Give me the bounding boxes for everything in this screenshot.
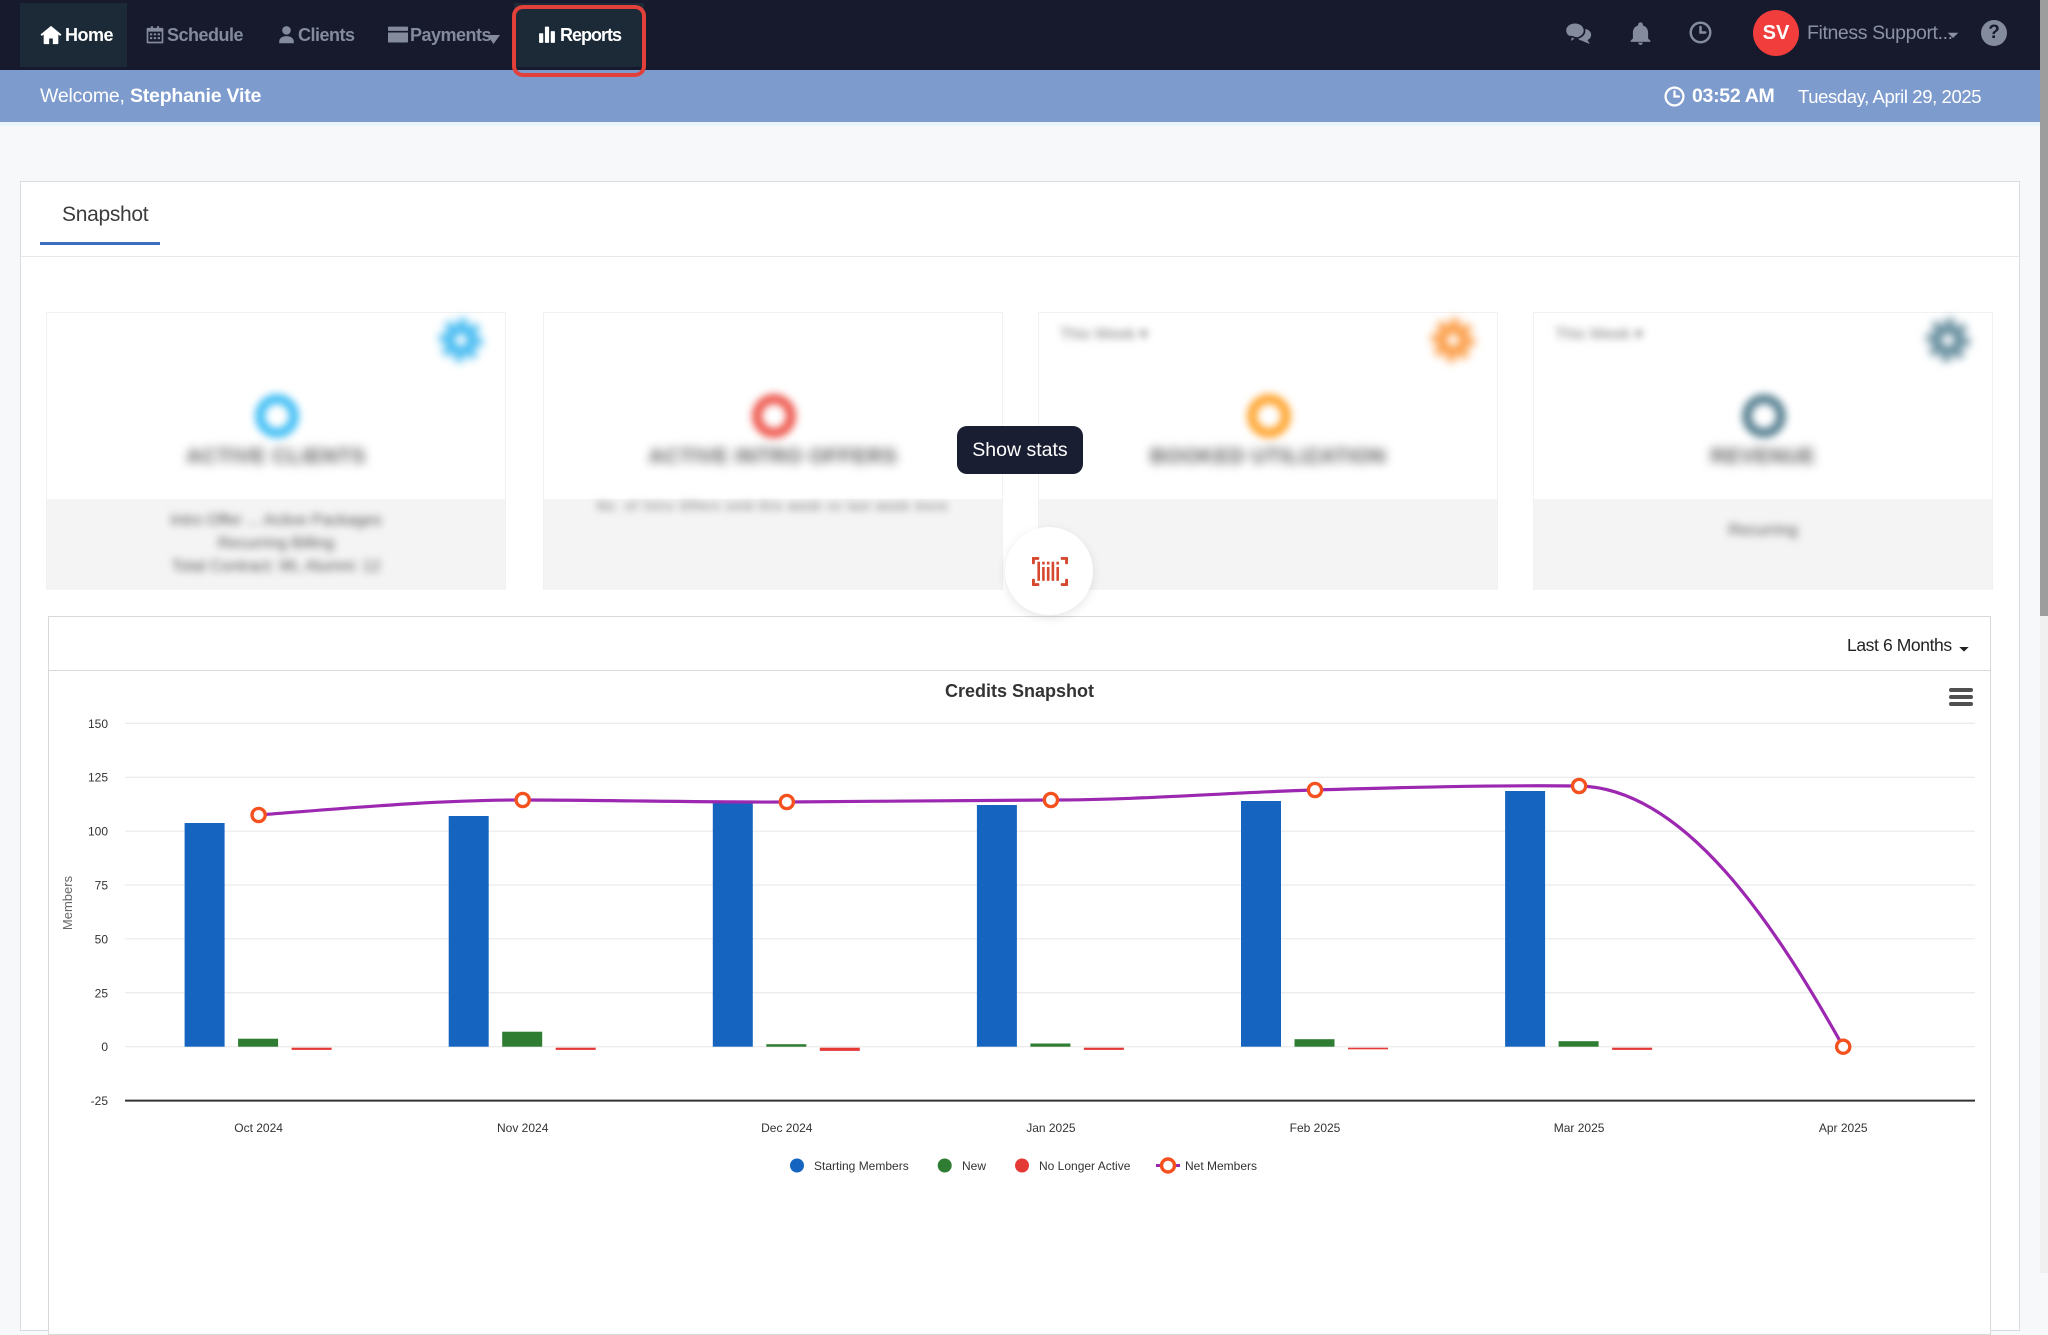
svg-text:New: New <box>962 1159 986 1173</box>
svg-text:Members: Members <box>60 875 75 930</box>
svg-text:Starting Members: Starting Members <box>814 1159 909 1173</box>
svg-text:Dec 2024: Dec 2024 <box>761 1121 813 1135</box>
svg-text:No Longer Active: No Longer Active <box>1039 1159 1131 1173</box>
svg-text:Nov 2024: Nov 2024 <box>497 1121 549 1135</box>
svg-text:Oct 2024: Oct 2024 <box>234 1121 283 1135</box>
svg-text:Apr 2025: Apr 2025 <box>1819 1121 1868 1135</box>
svg-text:0: 0 <box>101 1040 108 1054</box>
svg-text:150: 150 <box>88 717 108 731</box>
svg-text:125: 125 <box>88 771 108 785</box>
svg-text:100: 100 <box>88 825 108 839</box>
svg-text:Feb 2025: Feb 2025 <box>1290 1121 1341 1135</box>
svg-text:Mar 2025: Mar 2025 <box>1554 1121 1605 1135</box>
svg-text:Jan 2025: Jan 2025 <box>1026 1121 1076 1135</box>
svg-text:25: 25 <box>95 986 109 1000</box>
svg-text:-25: -25 <box>91 1094 109 1108</box>
svg-text:75: 75 <box>95 879 109 893</box>
svg-text:Net Members: Net Members <box>1185 1159 1257 1173</box>
svg-text:50: 50 <box>95 932 109 946</box>
